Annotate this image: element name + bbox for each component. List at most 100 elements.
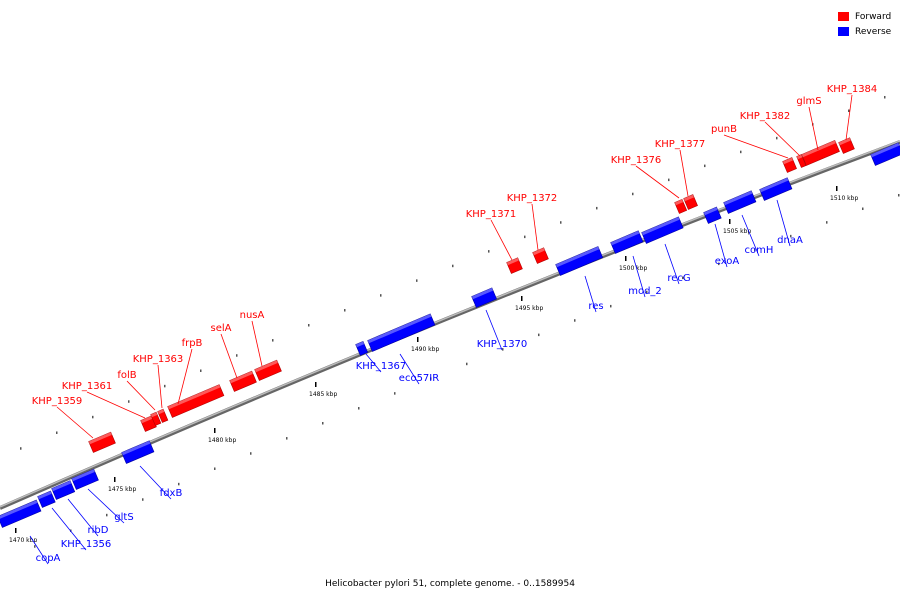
minor-tick (272, 339, 274, 342)
minor-tick (754, 248, 756, 252)
reverse-khp-1367-label: KHP_1367 (356, 361, 407, 372)
minor-tick (632, 192, 634, 196)
scale-tick (214, 428, 216, 433)
minor-tick (884, 95, 886, 99)
minor-tick (164, 384, 166, 388)
reverse-recg-leader (664, 243, 680, 285)
minor-tick (862, 207, 864, 211)
reverse-eco57ir-label: eco57IR (399, 373, 439, 384)
scale-tick (521, 296, 523, 301)
forward-khp-1382-label: KHP_1382 (740, 111, 791, 122)
reverse-exoa-leader (714, 223, 728, 268)
forward-gene-nusa (254, 359, 282, 381)
forward-gene-khp-1363 (157, 408, 169, 423)
forward-gene-khp-1376 (674, 198, 688, 214)
forward-khp-1359-leader (56, 406, 94, 439)
reverse-glts-label: gltS (114, 512, 133, 523)
minor-tick (610, 304, 612, 308)
scale-tick (114, 477, 116, 482)
forward-folb-leader (126, 380, 156, 411)
scale-tick (15, 528, 17, 533)
minor-tick (668, 178, 670, 182)
forward-khp-1363-leader (157, 364, 163, 409)
minor-tick (452, 264, 454, 268)
minor-tick (380, 294, 382, 297)
reverse-copa-leader (29, 535, 49, 565)
forward-sela-label: selA (211, 323, 232, 334)
scale-tick (836, 186, 838, 191)
minor-tick (142, 498, 144, 501)
forward-khp-1371-label: KHP_1371 (466, 209, 517, 220)
minor-tick (430, 377, 432, 380)
reverse-khp-1356-leader (51, 507, 87, 551)
reverse-gene-9 (610, 230, 644, 254)
minor-tick (344, 309, 346, 312)
reverse-recg-label: recG (667, 273, 690, 284)
forward-nusa-leader (251, 320, 263, 367)
reverse-gene-2 (51, 480, 76, 500)
minor-tick (848, 109, 850, 113)
reverse-dnaa-label: dnaA (777, 235, 803, 246)
forward-gene-glms (801, 140, 840, 166)
scale-label: 1510 kbp (830, 195, 858, 202)
scale-label: 1505 kbp (723, 228, 751, 235)
label-leaders (29, 94, 853, 565)
scale-label: 1475 kbp (108, 486, 136, 493)
reverse-khp-1367-leader (365, 353, 382, 373)
forward-punb-label: punB (711, 124, 737, 135)
forward-khp-1384-leader (845, 94, 853, 141)
scale-label: 1495 kbp (515, 305, 543, 312)
forward-frpb-leader (177, 348, 193, 405)
forward-khp-1377-label: KHP_1377 (655, 139, 706, 150)
minor-tick (718, 262, 720, 266)
minor-tick (416, 279, 418, 282)
minor-tick (34, 545, 36, 548)
minor-tick (200, 369, 202, 372)
minor-tick (574, 319, 576, 322)
minor-tick (560, 221, 562, 224)
reverse-mod-2-leader (632, 255, 646, 298)
minor-tick (704, 164, 706, 168)
minor-tick (20, 447, 22, 450)
forward-gene-sela (229, 370, 257, 392)
minor-tick (790, 234, 792, 238)
genome-title: Helicobacter pylori 51, complete genome.… (325, 579, 575, 589)
reverse-gene-4 (121, 440, 155, 464)
scale-tick (625, 256, 627, 261)
minor-tick (286, 437, 288, 440)
forward-gene-khp-1372 (532, 247, 549, 264)
reverse-gene-7 (471, 287, 497, 308)
reverse-khp-1370-leader (485, 309, 503, 351)
forward-khp-1382-leader (764, 121, 801, 157)
scale-label: 1490 kbp (411, 346, 439, 353)
minor-tick (128, 400, 130, 403)
reverse-comh-leader (741, 214, 760, 257)
minor-tick (394, 392, 396, 395)
forward-gene-folb (150, 411, 162, 426)
reverse-eco57ir-leader (399, 353, 420, 385)
reverse-gene-1 (37, 490, 56, 508)
forward-khp-1384-label: KHP_1384 (827, 84, 878, 95)
forward-gene-punb (782, 157, 797, 173)
forward-glms-leader (808, 106, 819, 151)
minor-tick (308, 323, 310, 327)
forward-gene-frpb (167, 384, 225, 418)
reverse-khp-1356-label: KHP_1356 (61, 539, 112, 550)
reverse-gene-10 (641, 216, 684, 244)
forward-gene-khp-1377 (683, 194, 698, 210)
forward-khp-1371-leader (490, 219, 513, 261)
legend-reverse-label: Reverse (855, 26, 892, 37)
legend-forward-label: Forward (855, 11, 892, 22)
minor-tick (214, 467, 216, 470)
minor-tick (740, 150, 742, 154)
minor-tick (106, 513, 108, 517)
minor-tick (538, 333, 540, 337)
tick-marks: 1470 kbp 1475 kbp 1480 kbp 1485 kbp 1490 kbp… (9, 95, 900, 548)
minor-tick (92, 415, 94, 419)
forward-khp-1376-label: KHP_1376 (611, 155, 662, 166)
reverse-gene-14 (870, 142, 900, 166)
minor-tick (502, 348, 504, 351)
minor-tick (358, 407, 360, 410)
forward-khp-1372-label: KHP_1372 (507, 193, 558, 204)
